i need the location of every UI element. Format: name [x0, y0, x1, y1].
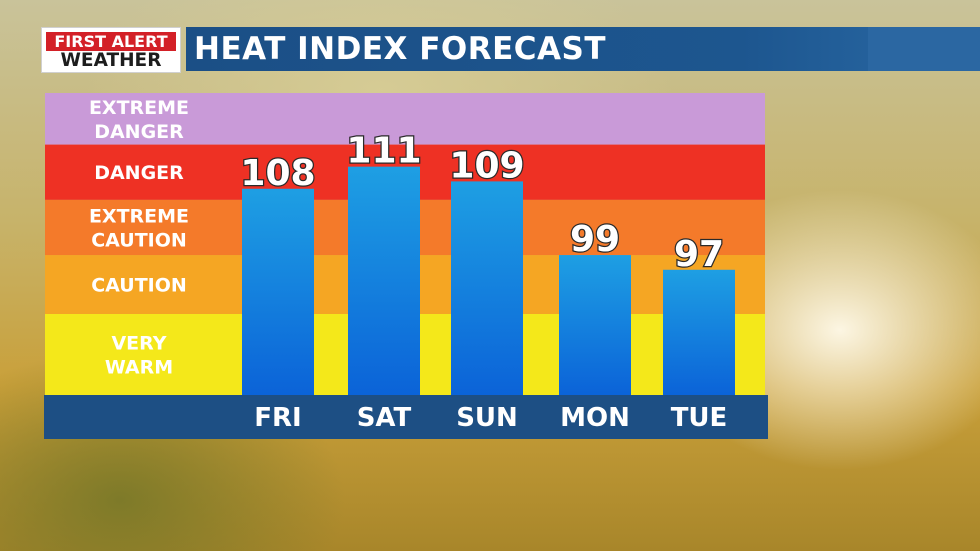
band-label-0-0: VERY — [111, 332, 166, 354]
category-label-tue: TUE — [671, 403, 728, 433]
category-label-fri: FRI — [254, 403, 301, 433]
band-label-4-0: EXTREME — [89, 97, 189, 119]
bar-fri — [242, 188, 314, 395]
first-alert-weather-logo: FIRST ALERT WEATHER — [41, 27, 181, 73]
band-label-2-1: CAUTION — [91, 229, 187, 251]
value-label-sun: 109 — [449, 145, 524, 186]
category-label-sun: SUN — [456, 403, 518, 433]
value-label-mon: 99 — [570, 219, 620, 260]
band-label-4-1: DANGER — [94, 121, 184, 143]
bar-mon — [559, 255, 631, 395]
header-bar — [186, 27, 980, 71]
value-label-fri: 108 — [240, 153, 315, 194]
logo-line-2: WEATHER — [60, 50, 162, 71]
bar-sat — [348, 166, 420, 395]
band-label-0-1: WARM — [105, 356, 173, 378]
category-label-mon: MON — [560, 403, 630, 433]
band-4 — [45, 93, 765, 145]
value-label-sat: 111 — [346, 131, 421, 172]
axis-bar — [44, 395, 768, 439]
bar-sun — [451, 181, 523, 395]
band-label-1-0: CAUTION — [91, 275, 187, 297]
category-label-sat: SAT — [357, 403, 412, 433]
value-label-tue: 97 — [674, 234, 724, 275]
band-label-2-0: EXTREME — [89, 205, 189, 227]
logo-line-1: FIRST ALERT — [46, 32, 176, 51]
page-title: HEAT INDEX FORECAST — [194, 31, 607, 67]
bar-tue — [663, 269, 735, 395]
band-label-3-0: DANGER — [94, 162, 184, 184]
